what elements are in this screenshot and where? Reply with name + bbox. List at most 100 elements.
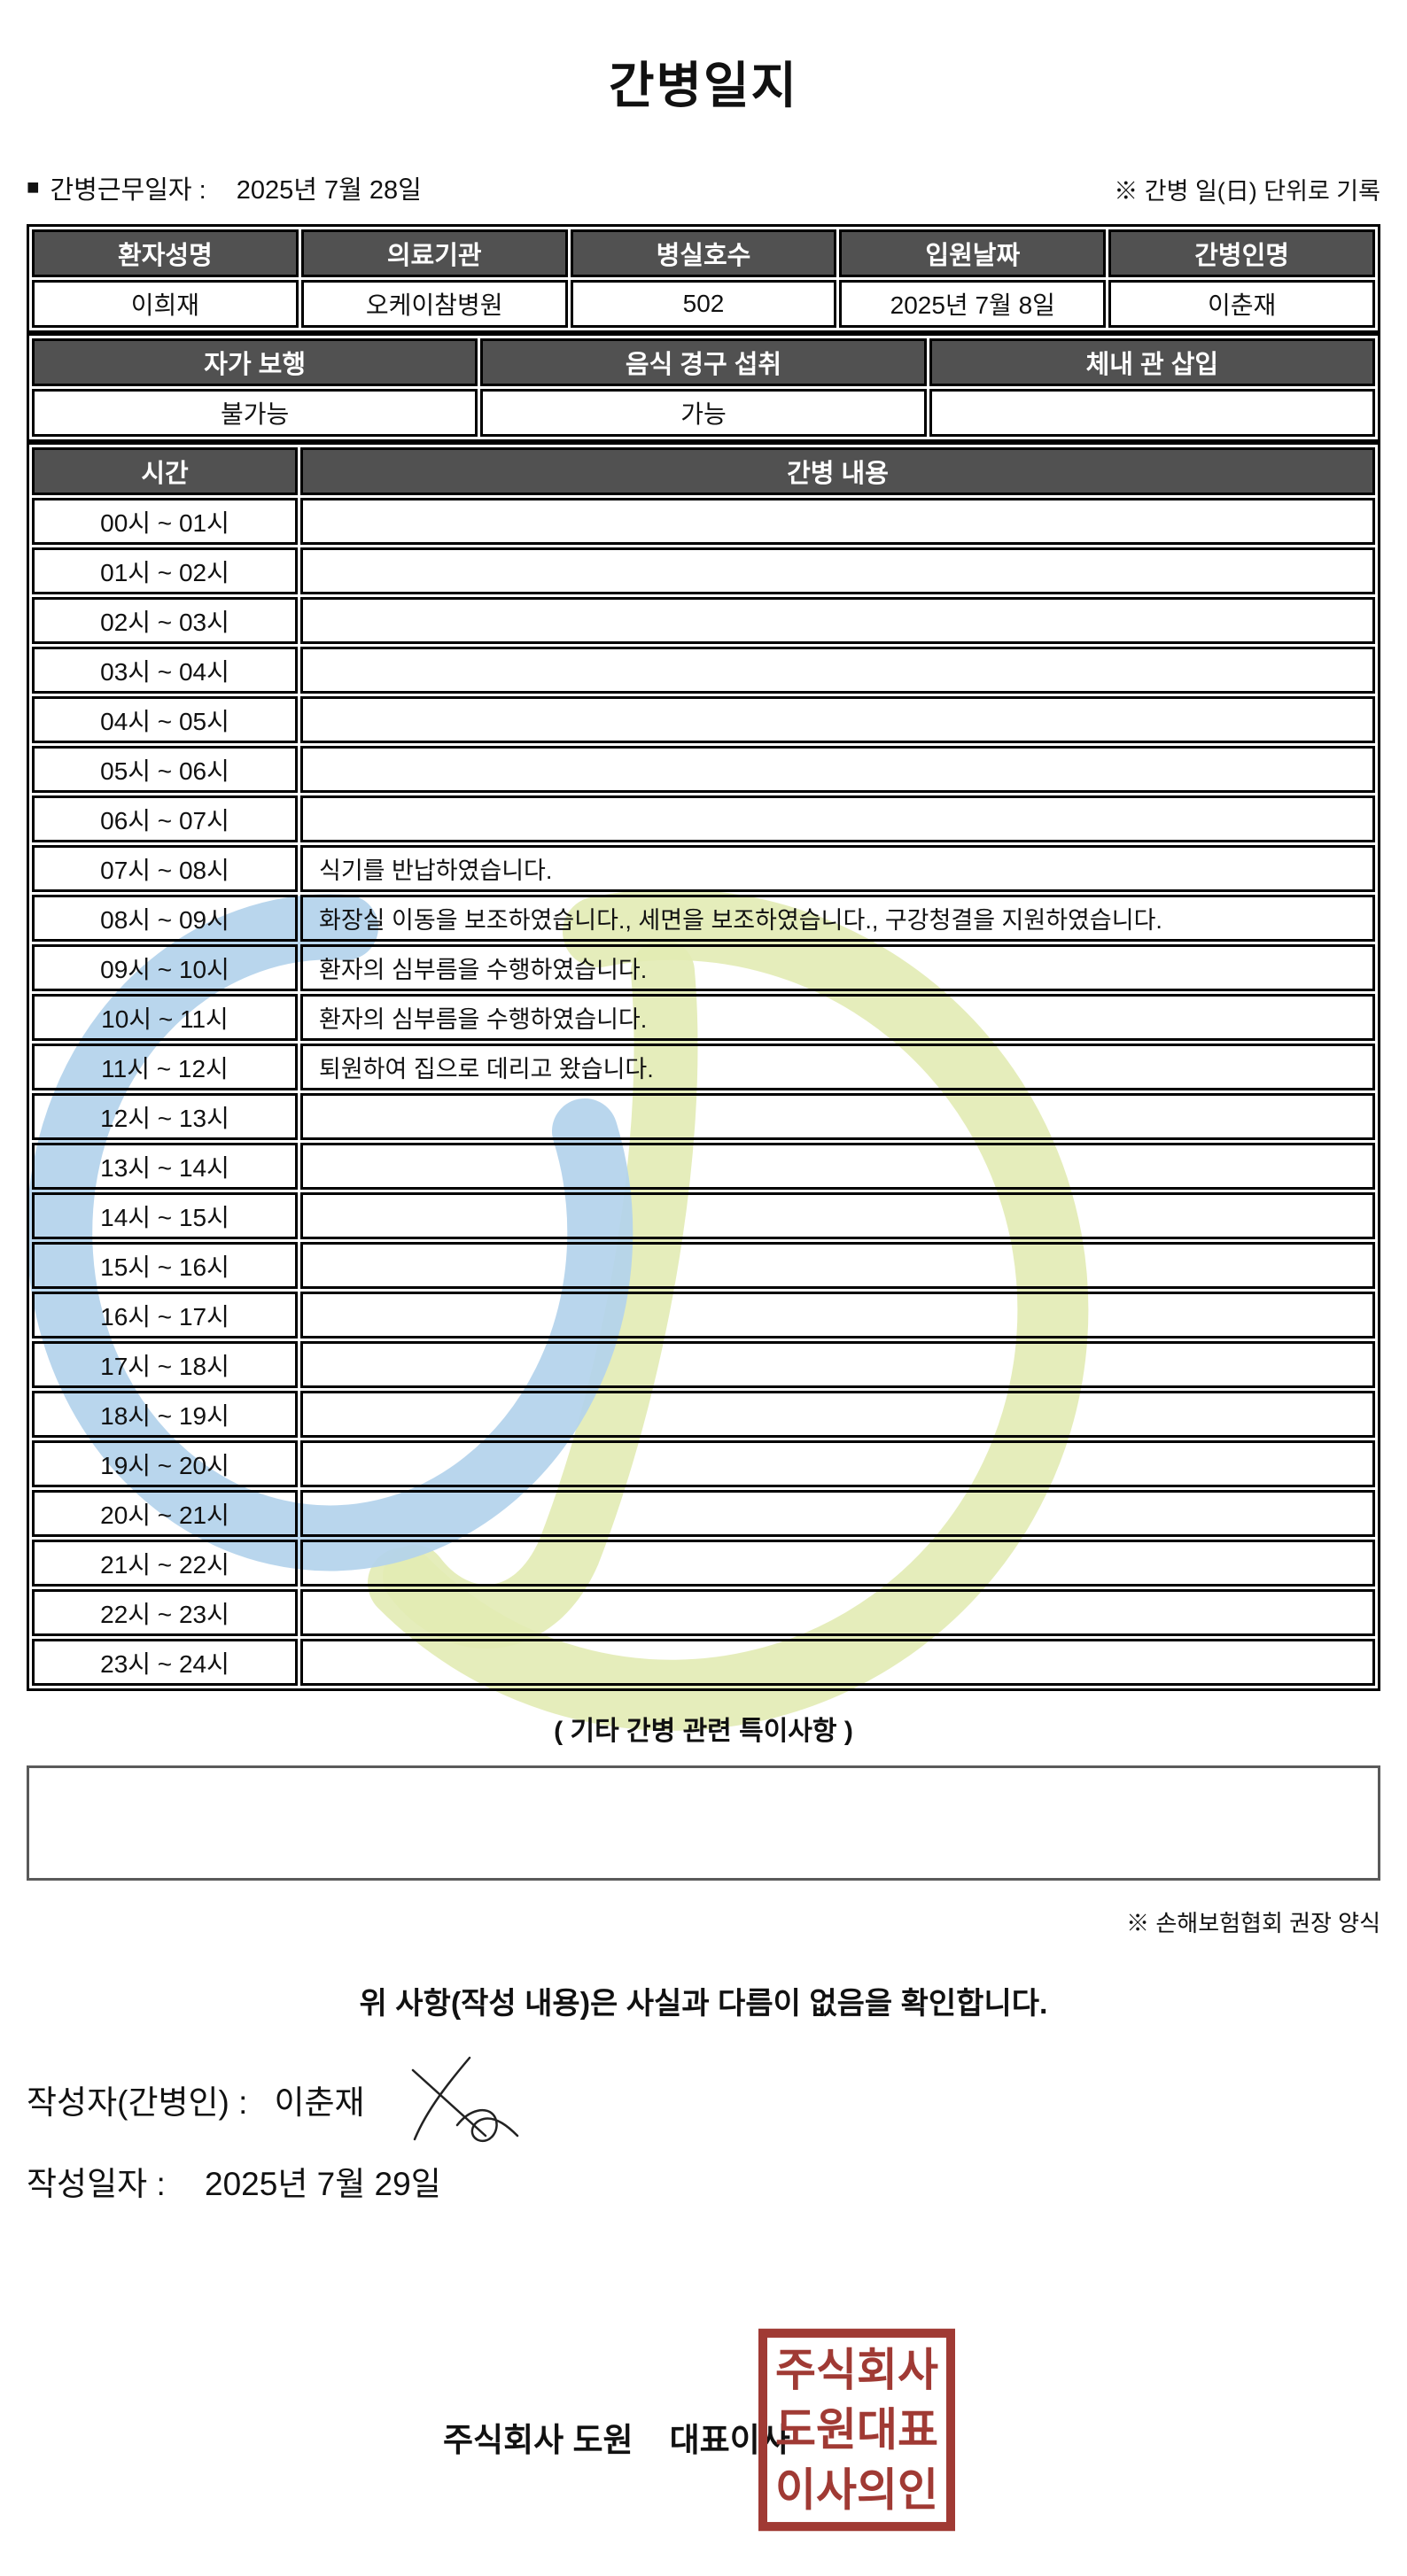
seal-row-2: 도원대표: [775, 2404, 938, 2456]
handwritten-signature: [411, 2056, 519, 2143]
care-log-content: [300, 1440, 1375, 1487]
notes-box: [27, 1765, 1380, 1881]
care-log-content: [300, 498, 1375, 545]
care-log-content: [300, 547, 1375, 594]
col-header-internal-tube: 체내 관 삽입: [929, 338, 1375, 386]
page-title: 간병일지: [608, 58, 799, 113]
care-log-time: 10시 ~ 11시: [32, 994, 298, 1041]
col-header-room-number: 병실호수: [570, 229, 837, 277]
corporate-seal-stamp: 주식회사 도원대표 이사의인: [758, 2328, 955, 2532]
care-log-row: 08시 ~ 09시 화장실 이동을 보조하였습니다., 세면을 보조하였습니다.,…: [32, 895, 1375, 942]
care-log-row: 20시 ~ 21시: [32, 1490, 1375, 1537]
col-header-admission-date: 입원날짜: [839, 229, 1107, 277]
writer-name: 이춘재: [274, 2084, 365, 2121]
meta-row: ■ 간병근무일자 : 2025년 7월 28일 ※ 간병 일(日) 단위로 기록: [27, 169, 1380, 206]
seal-row-1: 주식회사: [775, 2344, 938, 2395]
work-date-label: 간병근무일자 :: [50, 176, 206, 205]
care-log-content: [300, 1341, 1375, 1388]
care-log-time: 14시 ~ 15시: [32, 1192, 298, 1239]
care-log-time: 03시 ~ 04시: [32, 647, 298, 694]
care-log-time: 18시 ~ 19시: [32, 1391, 298, 1438]
care-log-row: 10시 ~ 11시 환자의 심부름을 수행하였습니다.: [32, 994, 1375, 1041]
care-log-content: [300, 1292, 1375, 1338]
work-date-line: ■ 간병근무일자 : 2025년 7월 28일: [27, 169, 422, 206]
care-log-time: 22시 ~ 23시: [32, 1589, 298, 1636]
room-number-value: 502: [570, 280, 837, 328]
medical-institution-value: 오케이참병원: [300, 280, 568, 328]
care-log-row: 07시 ~ 08시 식기를 반납하였습니다.: [32, 845, 1375, 892]
care-log-time: 23시 ~ 24시: [32, 1639, 298, 1686]
care-log-content: [300, 1391, 1375, 1438]
admission-date-value: 2025년 7월 8일: [839, 280, 1107, 328]
care-log-time: 17시 ~ 18시: [32, 1341, 298, 1388]
care-log-content: [300, 696, 1375, 743]
care-log-content: [300, 795, 1375, 842]
care-log-time: 06시 ~ 07시: [32, 795, 298, 842]
care-log-time: 13시 ~ 14시: [32, 1143, 298, 1190]
patient-info-header-row: 환자성명 의료기관 병실호수 입원날짜 간병인명: [32, 229, 1375, 277]
company-ceo-line: 주식회사 도원 대표이사: [443, 2422, 790, 2458]
patient-name-value: 이희재: [32, 280, 299, 328]
written-date-row: 작성일자 : 2025년 7월 29일: [27, 2157, 1380, 2205]
care-log-content: [300, 1589, 1375, 1636]
care-log-row: 06시 ~ 07시: [32, 795, 1375, 842]
care-log-time: 01시 ~ 02시: [32, 547, 298, 594]
seal-row-3: 이사의인: [775, 2464, 938, 2516]
internal-tube-value: [929, 389, 1375, 437]
care-log-content: [300, 1093, 1375, 1140]
care-log-row: 04시 ~ 05시: [32, 696, 1375, 743]
notes-heading: ( 기타 간병 관련 특이사항 ): [554, 1717, 853, 1746]
care-log-row: 01시 ~ 02시: [32, 547, 1375, 594]
col-header-caregiver-name: 간병인명: [1108, 229, 1375, 277]
care-log-content: [300, 1192, 1375, 1239]
care-log-time: 19시 ~ 20시: [32, 1440, 298, 1487]
form-note: ※ 손해보험협회 권장 양식: [1126, 1910, 1380, 1936]
writer-row: 작성자(간병인) : 이춘재: [27, 2056, 1380, 2143]
care-log-row: 12시 ~ 13시: [32, 1093, 1375, 1140]
writer-label: 작성자(간병인) :: [27, 2084, 248, 2121]
care-log-row: 03시 ~ 04시: [32, 647, 1375, 694]
work-date-value: 2025년 7월 28일: [236, 176, 422, 205]
condition-value-row: 불가능 가능: [32, 389, 1375, 437]
care-log-content: [300, 1242, 1375, 1289]
col-header-oral-intake: 음식 경구 섭취: [480, 338, 927, 386]
care-log-row: 19시 ~ 20시: [32, 1440, 1375, 1487]
patient-info-value-row: 이희재 오케이참병원 502 2025년 7월 8일 이춘재: [32, 280, 1375, 328]
care-log-row: 09시 ~ 10시 환자의 심부름을 수행하였습니다.: [32, 944, 1375, 991]
care-log-body: 00시 ~ 01시 01시 ~ 02시 02시 ~ 03시 03시 ~ 04시 04시 …: [32, 498, 1375, 1686]
care-journal-document: 간병일지 ■ 간병근무일자 : 2025년 7월 28일 ※ 간병 일(日) 단…: [0, 46, 1407, 2205]
care-log-row: 14시 ~ 15시: [32, 1192, 1375, 1239]
unit-note: ※ 간병 일(日) 단위로 기록: [1114, 178, 1380, 205]
care-log-header-row: 시간 간병 내용: [32, 447, 1375, 495]
care-log-content: 환자의 심부름을 수행하였습니다.: [300, 944, 1375, 991]
care-log-time: 20시 ~ 21시: [32, 1490, 298, 1537]
care-log-content: [300, 746, 1375, 793]
care-log-time: 02시 ~ 03시: [32, 597, 298, 644]
care-log-content: [300, 597, 1375, 644]
care-log-time: 04시 ~ 05시: [32, 696, 298, 743]
care-log-time: 16시 ~ 17시: [32, 1292, 298, 1338]
condition-header-row: 자가 보행 음식 경구 섭취 체내 관 삽입: [32, 338, 1375, 386]
care-log-content: [300, 1143, 1375, 1190]
care-log-content: 식기를 반납하였습니다.: [300, 845, 1375, 892]
condition-table: 자가 보행 음식 경구 섭취 체내 관 삽입 불가능 가능: [27, 333, 1380, 442]
care-log-row: 15시 ~ 16시: [32, 1242, 1375, 1289]
square-bullet-icon: ■: [27, 175, 40, 199]
care-log-time: 07시 ~ 08시: [32, 845, 298, 892]
care-log-row: 23시 ~ 24시: [32, 1639, 1375, 1686]
care-log-content: 화장실 이동을 보조하였습니다., 세면을 보조하였습니다., 구강청결을 지원…: [300, 895, 1375, 942]
care-log-row: 13시 ~ 14시: [32, 1143, 1375, 1190]
written-date-label: 작성일자 :: [27, 2166, 166, 2202]
care-log-time: 11시 ~ 12시: [32, 1044, 298, 1090]
care-log-time: 12시 ~ 13시: [32, 1093, 298, 1140]
care-log-content: [300, 1639, 1375, 1686]
care-log-time: 09시 ~ 10시: [32, 944, 298, 991]
care-log-row: 00시 ~ 01시: [32, 498, 1375, 545]
col-header-medical-institution: 의료기관: [300, 229, 568, 277]
col-header-time: 시간: [32, 447, 298, 495]
care-log-row: 02시 ~ 03시: [32, 597, 1375, 644]
confirmation-statement: 위 사항(작성 내용)은 사실과 다름이 없음을 확인합니다.: [359, 1987, 1048, 2021]
care-log-row: 05시 ~ 06시: [32, 746, 1375, 793]
care-log-row: 17시 ~ 18시: [32, 1341, 1375, 1388]
col-header-care-content: 간병 내용: [300, 447, 1375, 495]
